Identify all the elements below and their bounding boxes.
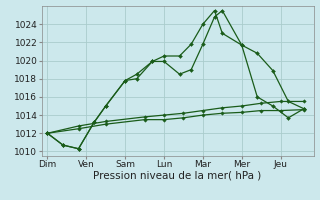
X-axis label: Pression niveau de la mer( hPa ): Pression niveau de la mer( hPa ) [93, 171, 262, 181]
